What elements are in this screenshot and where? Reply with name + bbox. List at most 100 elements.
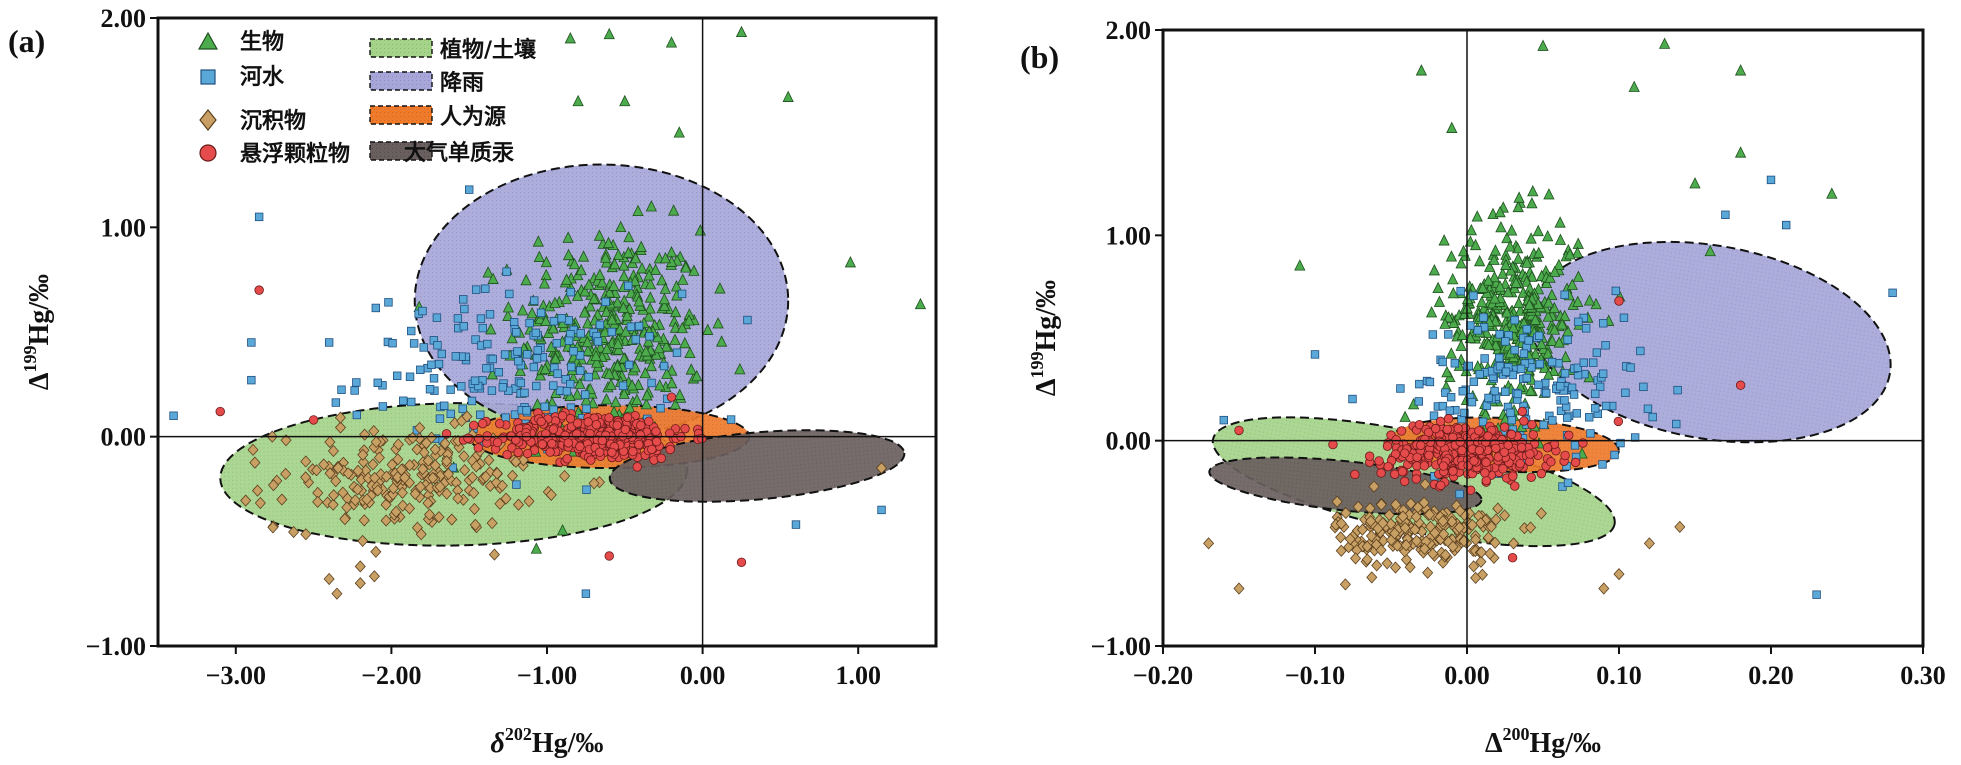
spm-point — [522, 448, 533, 459]
sediment-point — [339, 513, 351, 526]
sediment-point — [1409, 523, 1421, 536]
river-point — [1425, 377, 1435, 387]
bio-point — [1512, 200, 1524, 213]
sediment-point — [1356, 523, 1369, 536]
bio-point — [1505, 264, 1517, 276]
legend-label-sediment: 沉积物 — [240, 108, 306, 134]
river-point — [513, 347, 522, 356]
sediment-point — [1508, 537, 1520, 550]
spm-point — [586, 455, 596, 465]
sediment-point — [1429, 526, 1441, 539]
bio-point — [1425, 306, 1438, 318]
river-point — [1673, 385, 1682, 395]
spm-point — [1453, 423, 1463, 434]
bio-point — [571, 388, 583, 400]
sediment-point — [354, 577, 366, 590]
bio-point — [1399, 410, 1411, 422]
spm-point — [1517, 406, 1528, 417]
river-point — [532, 354, 542, 363]
river-point — [1495, 353, 1504, 363]
river-point — [169, 411, 178, 420]
spm-point — [1560, 450, 1570, 461]
x-axis-label-unit: Hg/‰ — [532, 728, 604, 759]
sediment-point — [380, 514, 392, 527]
sediment-point — [1343, 541, 1355, 554]
sediment-point — [249, 456, 261, 469]
bio-point — [640, 397, 653, 410]
river-point — [378, 402, 388, 411]
sediment-point — [483, 454, 495, 467]
river-point — [1473, 326, 1482, 335]
sediment-point — [1470, 571, 1482, 584]
river-point — [607, 327, 617, 337]
bio-point — [669, 333, 681, 345]
sediment-point — [422, 496, 434, 510]
river-point — [1556, 382, 1565, 391]
sediment-point — [311, 464, 323, 477]
river-point — [1592, 348, 1602, 357]
river-point — [1591, 404, 1600, 413]
spm-point — [1419, 461, 1430, 471]
river-point — [505, 289, 514, 299]
sediment-point — [496, 479, 508, 492]
river-point — [1573, 363, 1583, 373]
bio-point — [612, 343, 625, 355]
spm-point — [1382, 441, 1393, 451]
river-point — [476, 410, 485, 419]
spm-point — [494, 419, 505, 429]
river-point — [557, 314, 566, 323]
sediment-point — [1350, 552, 1362, 565]
bio-point — [584, 300, 596, 312]
bio-point — [1439, 317, 1451, 329]
river-point — [399, 396, 408, 405]
river-point — [393, 371, 402, 380]
bio-point — [669, 305, 682, 318]
y-axis-label: Δ199Hg/‰ — [1027, 280, 1062, 396]
sediment-point — [1422, 566, 1434, 579]
bio-point — [600, 305, 613, 317]
river-point — [567, 362, 576, 372]
river-point — [1598, 369, 1608, 378]
legend-precip-swatch — [369, 71, 433, 91]
spm-point — [1499, 422, 1510, 432]
river-point — [1522, 324, 1532, 334]
bio-point — [1526, 270, 1538, 282]
sediment-point — [352, 483, 364, 496]
river-point — [1601, 401, 1611, 411]
sediment-point — [1371, 559, 1383, 572]
bio-point — [1572, 237, 1584, 249]
spm-point — [1469, 456, 1479, 466]
bio-point — [1513, 191, 1525, 203]
y-axis-label: Δ199Hg/‰ — [20, 274, 55, 390]
river-point — [1574, 317, 1583, 327]
spm-point — [1528, 430, 1538, 440]
sediment-point — [439, 437, 451, 450]
bio-point — [1826, 187, 1838, 199]
river-point — [488, 354, 497, 364]
bio-point — [599, 251, 612, 263]
sediment-point — [1344, 532, 1356, 546]
bio-point — [1535, 337, 1548, 350]
river-point — [1480, 354, 1489, 363]
sediment-point — [399, 471, 411, 484]
spm-point — [463, 433, 473, 443]
river-point — [582, 485, 591, 494]
bio-point — [1546, 334, 1558, 346]
sediment-point — [334, 411, 346, 424]
sediment-point — [1439, 548, 1452, 562]
river-point — [566, 287, 575, 297]
sediment-point — [459, 464, 471, 477]
sediment-point — [392, 438, 404, 451]
river-point — [1429, 411, 1439, 420]
river-point — [482, 364, 491, 373]
sediment-point — [875, 461, 888, 475]
bio-point — [1529, 347, 1542, 359]
spm-point — [1396, 426, 1407, 436]
bio-point — [1554, 233, 1567, 245]
river-point — [350, 386, 359, 395]
bio-point — [673, 126, 685, 138]
river-point — [501, 413, 510, 422]
bio-point — [1571, 246, 1584, 258]
sediment-point — [442, 467, 454, 481]
sediment-point — [1411, 534, 1423, 547]
